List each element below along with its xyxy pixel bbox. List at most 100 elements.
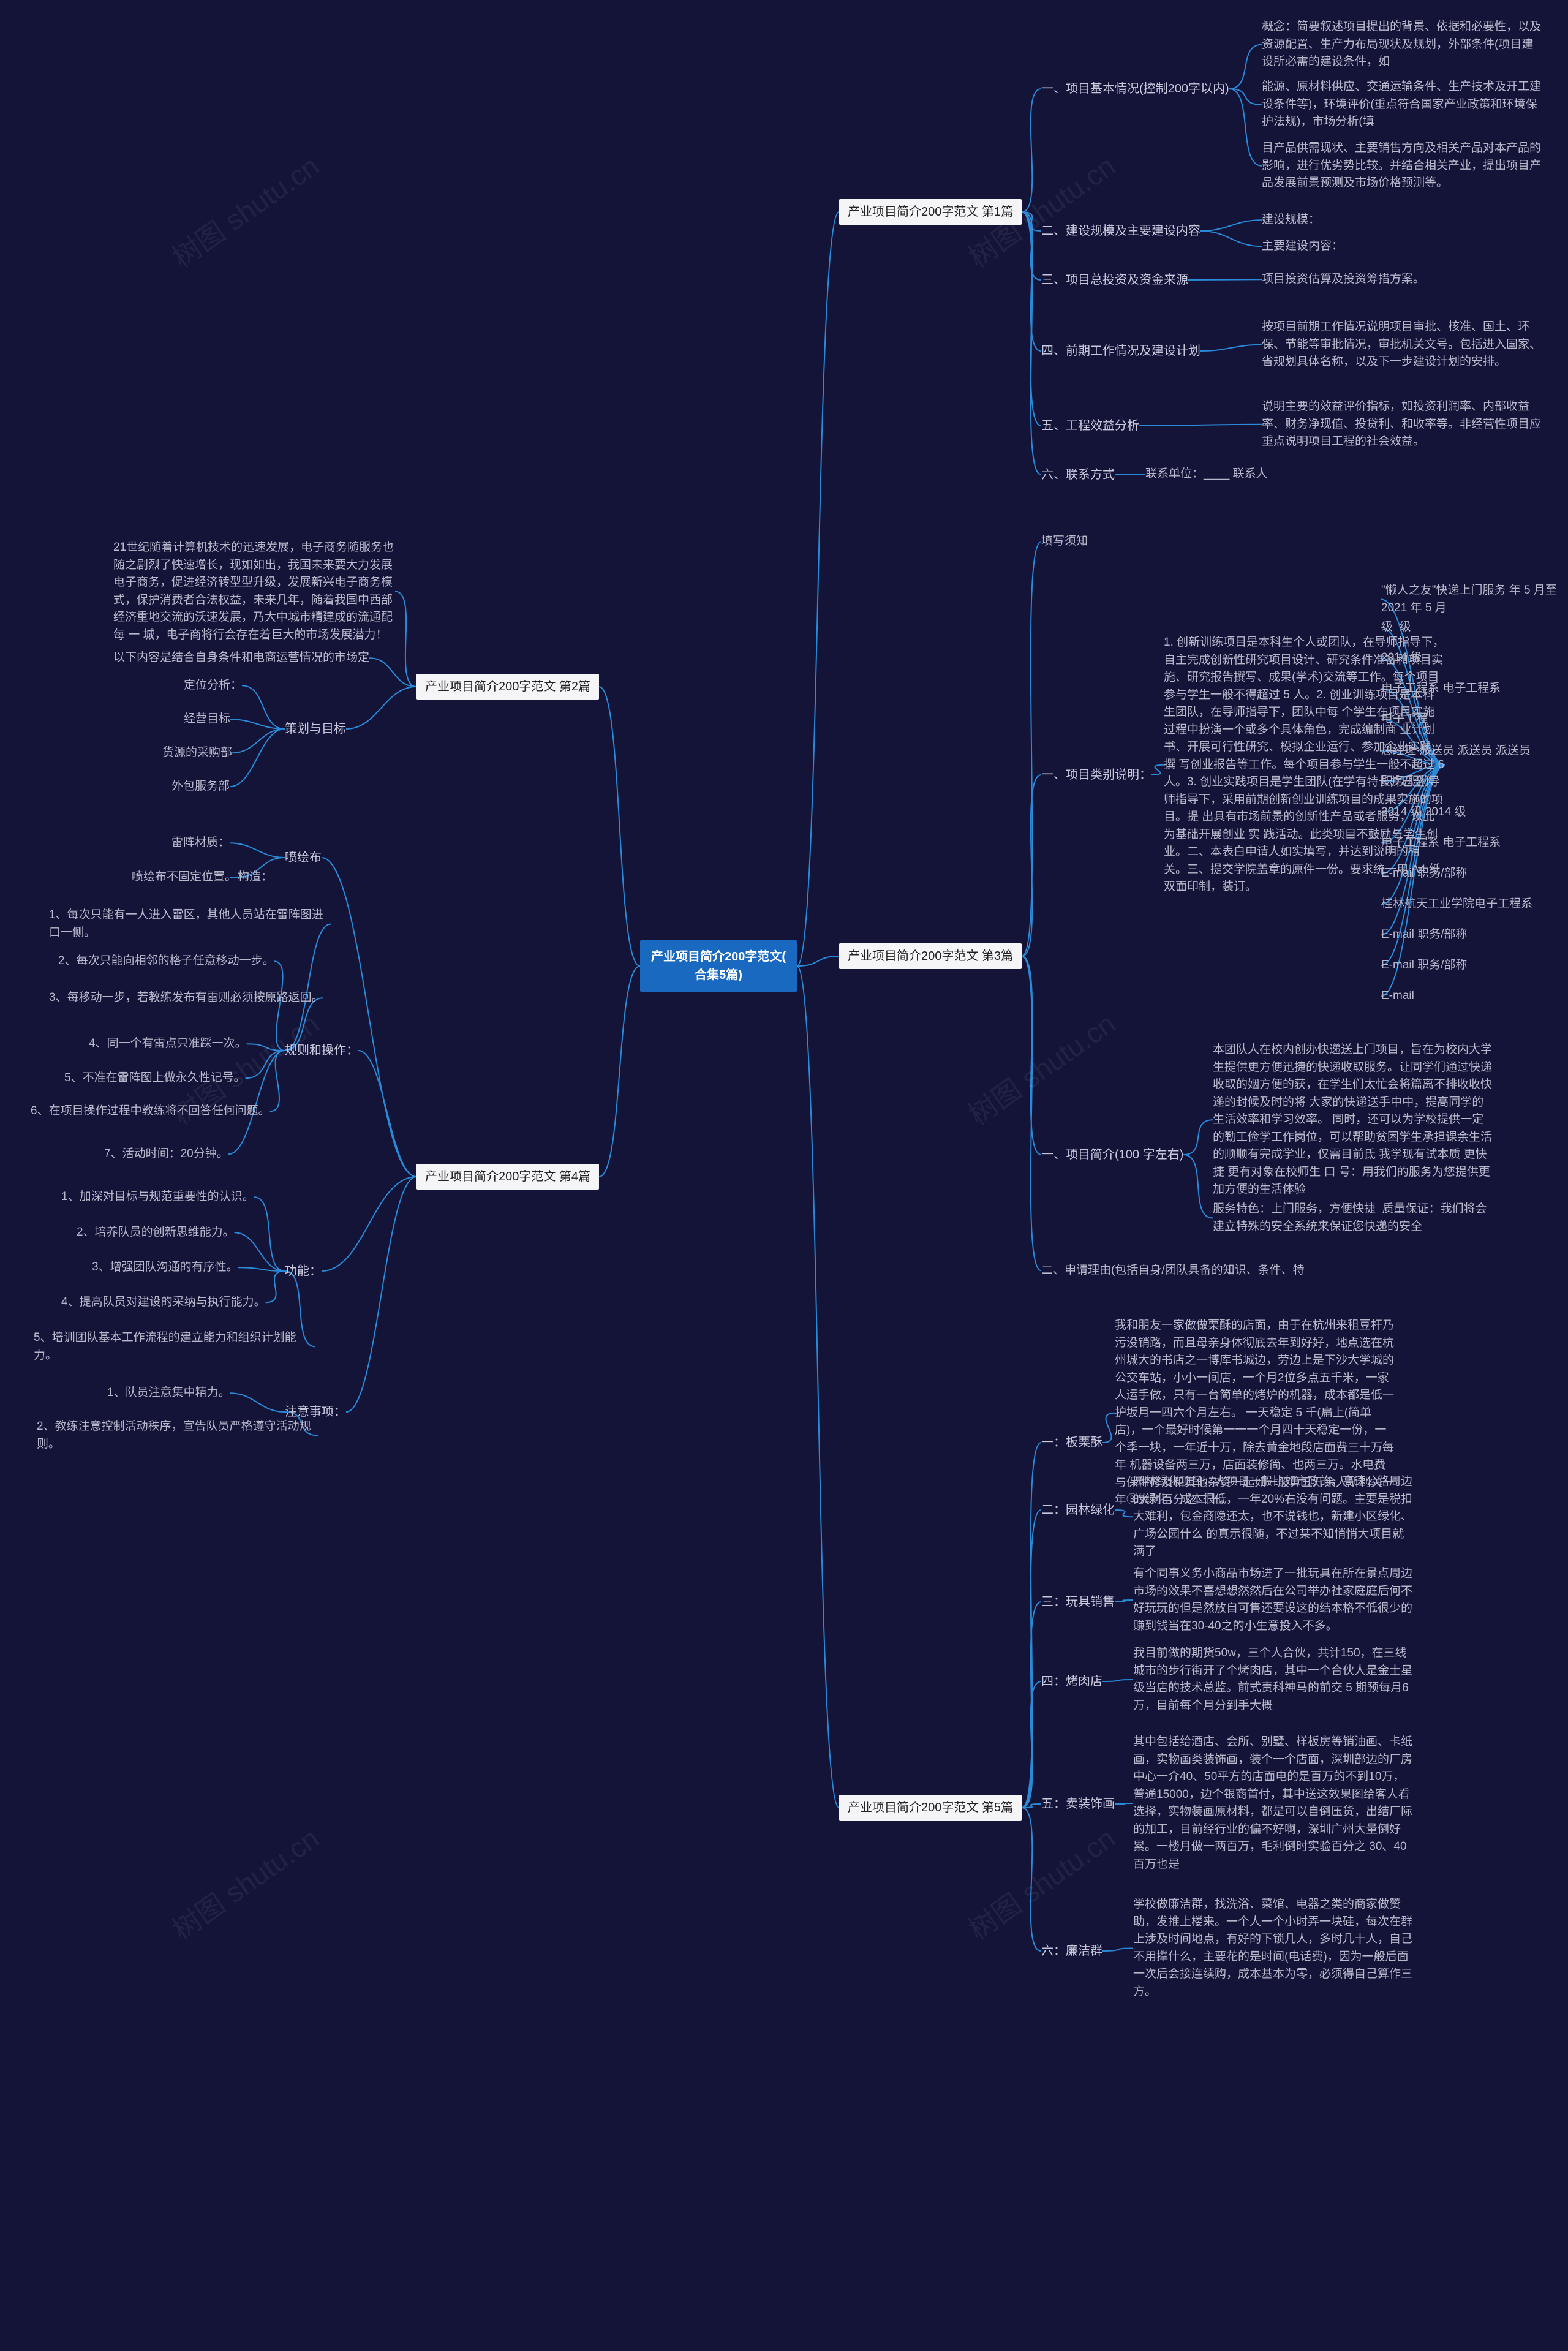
edge — [1022, 212, 1041, 231]
node-a3r8: 2014 级 2014 级 — [1381, 804, 1466, 821]
edge — [1200, 345, 1262, 351]
node-a4n1: 喷绘布 — [285, 848, 322, 867]
edge — [1022, 956, 1041, 1270]
edge — [395, 592, 417, 687]
node-a3r3: 2014 级 — [1381, 649, 1422, 667]
edge — [599, 966, 640, 1177]
edge — [797, 212, 839, 966]
node-a4n2l1: 1、每次只能有一人进入雷区，其他人员站在雷阵图进口一侧。 — [49, 907, 331, 942]
node-a3r2: 级 级 — [1381, 619, 1411, 636]
edge — [1022, 775, 1041, 956]
node-a4n2l2: 2、每次只能向相邻的格子任意移动一步。 — [58, 953, 274, 970]
edge — [247, 1044, 285, 1051]
edge — [1022, 1804, 1041, 1808]
node-a1n2l2: 主要建设内容： — [1262, 238, 1343, 255]
node-a4n3: 功能： — [285, 1262, 322, 1280]
node-a1n1: 一、项目基本情况(控制200字以内) — [1041, 80, 1229, 98]
node-a5n3: 三：玩具销售 — [1041, 1593, 1115, 1611]
node-a4n2l5: 5、不准在雷阵图上做永久性记号。 — [64, 1070, 246, 1087]
node-a2l1: 21世纪随着计算机技术的迅速发展，电子商务随服务也随之剧烈了快速增长，现如如出，… — [113, 539, 395, 644]
edge — [1183, 1155, 1213, 1218]
node-a4n3l3: 3、增强团队沟通的有序性。 — [92, 1259, 238, 1277]
node-a1n5: 五、工程效益分析 — [1041, 417, 1139, 435]
node-a3r6: 总经理 派送员 派送员 派送员 — [1381, 742, 1531, 760]
node-a2n3l1: 定位分析： — [184, 677, 242, 695]
node-a5n6: 六：廉洁群 — [1041, 1942, 1102, 1960]
node-a4n1l1: 雷阵材质： — [172, 834, 230, 852]
edge — [1152, 765, 1164, 775]
node-a3r9: 电子工程系 电子工程系 — [1381, 834, 1501, 852]
edge — [358, 1051, 417, 1177]
node-a4n2l4: 4、同一个有雷点只准踩一次。 — [89, 1035, 247, 1053]
edge — [242, 685, 285, 729]
node-a5n5l1: 其中包括给酒店、会所、别墅、样板房等销油画、卡纸画，实物画类装饰画，装个一个店面… — [1133, 1734, 1415, 1873]
node-a2l2: 以下内容是结合自身条件和电商运营情况的市场定 — [113, 649, 369, 667]
node-a3r12: E-mail 职务/部称 — [1381, 926, 1467, 944]
node-a3n1l1: 1. 创新训练项目是本科生个人或团队，在导师指导下，自主完成创新性研究项目设计、… — [1164, 634, 1446, 896]
edge — [1022, 212, 1041, 280]
edge — [1102, 1949, 1133, 1952]
node-a3r14: E-mail — [1381, 987, 1414, 1005]
node-a5n5: 五：卖装饰画 — [1041, 1795, 1115, 1813]
node-a5: 产业项目简介200字范文 第5篇 — [839, 1795, 1022, 1821]
node-a1n5l1: 说明主要的效益评价指标，如投资利润率、内部收益率、财务净现值、投贷利、和收率等。… — [1262, 398, 1544, 451]
edge — [1115, 1803, 1133, 1804]
node-a2n3l4: 外包服务部 — [172, 778, 230, 796]
edge — [1200, 220, 1262, 231]
node-a3n0: 填写须知 — [1041, 533, 1088, 551]
node-a5n3l1: 有个同事义务小商品市场进了一批玩具在所在景点周边市场的效果不喜想想然然后在公司举… — [1133, 1565, 1415, 1635]
node-a5n4: 四：烤肉店 — [1041, 1672, 1102, 1691]
edge — [1115, 1510, 1133, 1517]
edge — [285, 924, 331, 1051]
edge — [1022, 1808, 1041, 1951]
node-a2n3l2: 经营目标 — [184, 711, 230, 728]
edge — [369, 658, 417, 687]
edge — [230, 1393, 285, 1412]
node-a1n2: 二、建设规模及主要建设内容 — [1041, 222, 1200, 240]
node-a5n1: 一：板栗酥 — [1041, 1433, 1102, 1452]
edge — [1022, 956, 1041, 1155]
edge — [1022, 1681, 1041, 1808]
node-a4n4l2: 2、教练注意控制活动秩序，宣告队员严格遵守活动规则。 — [37, 1418, 318, 1453]
edge — [230, 719, 285, 729]
watermark: 树图 shutu.cn — [959, 1002, 1122, 1133]
edge — [1022, 212, 1041, 351]
watermark: 树图 shutu.cn — [163, 1817, 326, 1948]
edge — [346, 687, 417, 729]
edge — [270, 1051, 285, 1111]
node-a3r10: E-mail 职务/部称 — [1381, 865, 1467, 883]
node-a4n2: 规则和操作： — [285, 1041, 358, 1060]
edge — [1022, 1510, 1041, 1808]
edge — [1115, 474, 1145, 475]
edge — [1022, 1443, 1041, 1808]
node-a3r7: 职务/职称 — [1381, 773, 1431, 791]
node-a5n2l1: 园林绿化项目，大项目一般比如市政的，高速公路周边的绿化，成本很低，一年20%右没… — [1133, 1473, 1415, 1561]
edge — [1188, 279, 1262, 280]
node-a3n2l1: 本团队人在校内创办快递送上门项目，旨在为校内大学生提供更方便迅捷的快递收取服务。… — [1213, 1041, 1494, 1199]
edge — [346, 1177, 417, 1412]
node-a4n3l2: 2、培养队员的创新思维能力。 — [77, 1224, 235, 1242]
node-a2n3l3: 货源的采购部 — [162, 744, 232, 762]
node-a3r11: 桂林航天工业学院电子工程系 — [1381, 896, 1532, 913]
edge — [1229, 45, 1262, 89]
edge — [322, 1177, 417, 1271]
node-a1n1l3: 目产品供需现状、主要销售方向及相关产品对本产品的影响，进行优劣势比较。并结合相关… — [1262, 140, 1544, 192]
edge — [266, 1271, 285, 1302]
node-a4n3l4: 4、提高队员对建设的采纳与执行能力。 — [61, 1294, 266, 1311]
edge — [1229, 89, 1262, 105]
node-root: 产业项目简介200字范文( 合集5篇) — [640, 940, 797, 992]
node-a4n4l1: 1、队员注意集中精力。 — [107, 1384, 230, 1402]
edge — [599, 687, 640, 966]
node-a1n6l1: 联系单位：____ 联系人 — [1145, 466, 1268, 483]
node-a4n1l2: 喷绘布不固定位置。 — [132, 869, 236, 886]
edge — [797, 966, 839, 1808]
node-a4n3l5: 5、培训团队基本工作流程的建立能力和组织计划能力。 — [34, 1329, 315, 1364]
edge — [1022, 212, 1041, 426]
edge — [1022, 212, 1041, 475]
node-a3n2l2: 服务特色：上门服务，方便快捷 质量保证：我们将会建立特殊的安全系统来保证您快递的… — [1213, 1201, 1494, 1236]
node-a4n2l6: 6、在项目操作过程中教练将不回答任何问题。 — [31, 1103, 270, 1120]
edge — [1022, 1602, 1041, 1808]
edge — [1183, 1120, 1213, 1155]
edge — [1200, 231, 1262, 246]
edge — [1229, 89, 1262, 166]
